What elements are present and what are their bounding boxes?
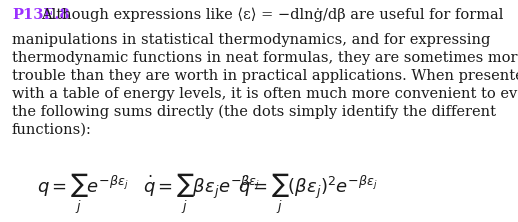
- Text: manipulations in statistical thermodynamics, and for expressing
thermodynamic fu: manipulations in statistical thermodynam…: [12, 33, 518, 137]
- Text: P13E.8: P13E.8: [12, 8, 69, 22]
- Text: Although expressions like ⟨ε⟩ = −dlnġ/dβ are useful for formal: Although expressions like ⟨ε⟩ = −dlnġ/dβ…: [41, 8, 503, 22]
- Text: $\ddot{q}=\sum_j (\beta\varepsilon_j)^2 e^{-\beta\varepsilon_j}$: $\ddot{q}=\sum_j (\beta\varepsilon_j)^2 …: [238, 172, 378, 216]
- Text: $q=\sum_j e^{-\beta\varepsilon_j}$: $q=\sum_j e^{-\beta\varepsilon_j}$: [37, 172, 128, 216]
- Text: $\dot{q}=\sum_j \beta\varepsilon_j e^{-\beta\varepsilon_j}$: $\dot{q}=\sum_j \beta\varepsilon_j e^{-\…: [142, 172, 260, 216]
